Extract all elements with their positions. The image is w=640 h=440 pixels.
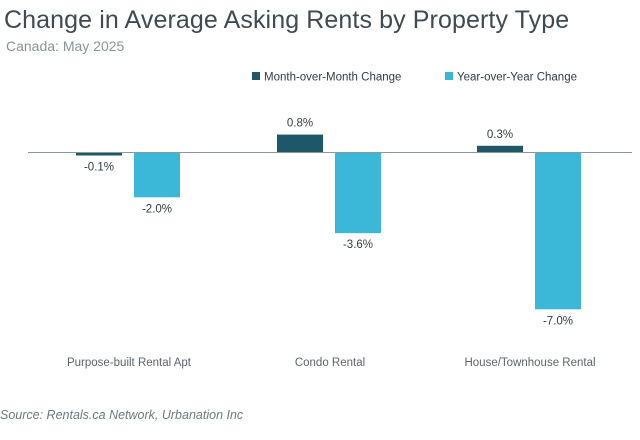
chart-title: Change in Average Asking Rents by Proper… [4,6,570,34]
bar-yoy-2 [535,152,581,310]
category-label: Condo Rental [295,357,365,369]
data-label: -3.6% [343,239,373,251]
data-label: -7.0% [543,315,573,327]
category-label: Purpose-built Rental Apt [67,357,192,369]
category-label: House/Townhouse Rental [464,357,595,369]
legend-label-yoy: Year-over-Year Change [457,72,577,84]
chart-subtitle: Canada: May 2025 [6,38,125,54]
data-label: 0.8% [287,118,313,130]
bar-yoy-1 [335,152,381,234]
bar-yoy-0 [134,152,180,198]
bar-mom-2 [477,145,523,153]
data-label: -2.0% [142,203,172,215]
bar-mom-1 [277,134,323,153]
data-label: -0.1% [84,162,114,174]
legend-swatch-yoy [445,72,453,80]
legend-swatch-mom [252,72,260,80]
chart-source: Source: Rentals.ca Network, Urbanation I… [0,408,244,422]
bar-mom-0 [76,152,122,156]
legend-label-mom: Month-over-Month Change [264,72,401,84]
data-label: 0.3% [487,129,513,141]
